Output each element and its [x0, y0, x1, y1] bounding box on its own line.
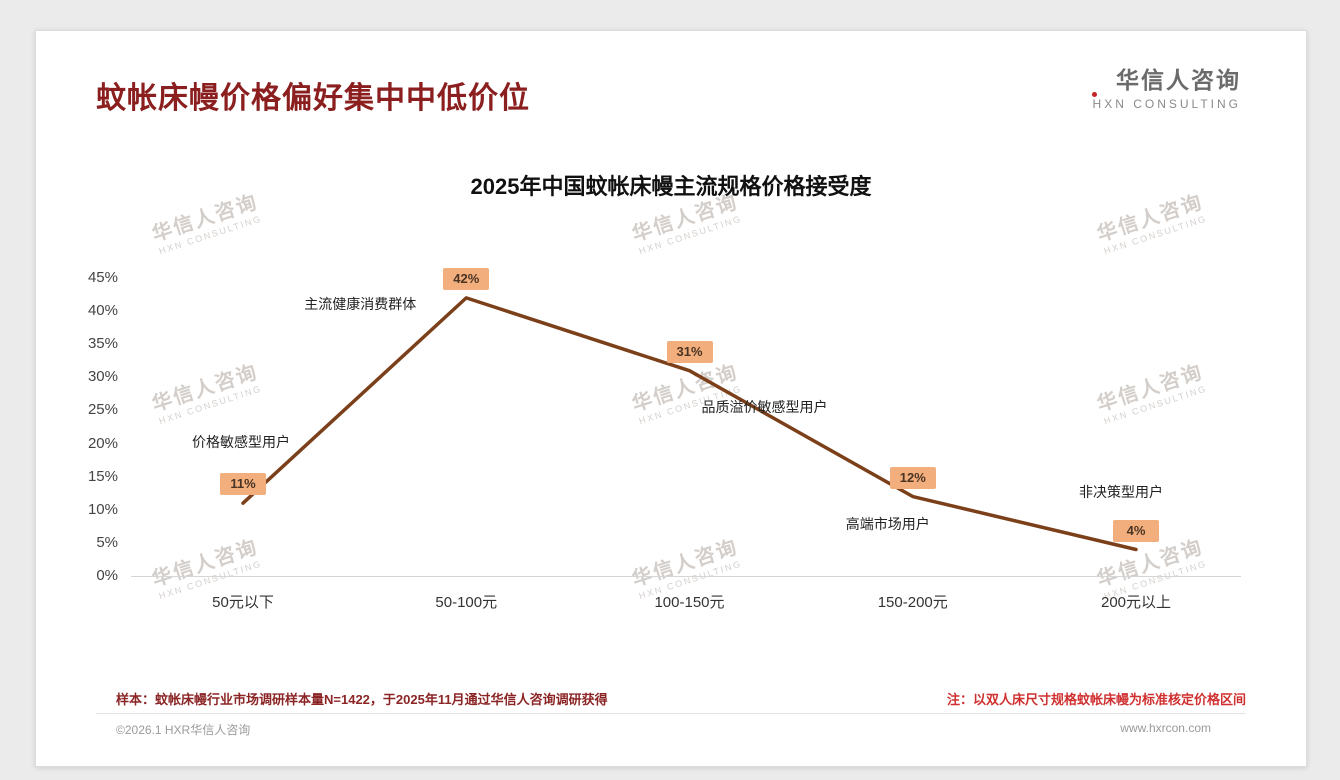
- logo-cn-text: 华信人咨询: [1116, 67, 1241, 93]
- y-tick-label: 20%: [87, 434, 118, 452]
- watermark-cn: 华信人咨询: [149, 361, 261, 417]
- data-label: 12%: [889, 466, 936, 489]
- watermark-cn: 华信人咨询: [149, 191, 261, 247]
- watermark-cn: 华信人咨询: [149, 536, 261, 592]
- watermark: 华信人咨询 HXN CONSULTING: [148, 185, 265, 256]
- watermark: 华信人咨询 HXN CONSULTING: [148, 355, 265, 426]
- annotation: 非决策型用户: [1079, 483, 1163, 500]
- x-category-label: 100-150元: [654, 594, 725, 611]
- pricing-note: 注：以双人床尺寸规格蚊帐床幔为标准核定价格区间: [946, 692, 1246, 707]
- y-tick-label: 0%: [96, 567, 118, 584]
- watermark-en: HXN CONSULTING: [1102, 213, 1209, 257]
- data-label: 4%: [1113, 519, 1159, 542]
- logo-en-text: HXN CONSULTING: [1091, 92, 1241, 111]
- data-label: 31%: [666, 340, 713, 363]
- footer-copyright: ©2026.1 HXR华信人咨询: [116, 723, 251, 737]
- watermark-cn: 华信人咨询: [1094, 361, 1206, 417]
- y-tick-label: 30%: [87, 368, 118, 386]
- company-logo: 华信人咨询 HXN CONSULTING: [1091, 61, 1241, 111]
- data-label: 42%: [443, 267, 490, 290]
- watermark-cn: 华信人咨询: [629, 191, 741, 247]
- y-tick-label: 40%: [87, 302, 118, 320]
- watermark-en: HXN CONSULTING: [157, 383, 264, 427]
- watermark: 华信人咨询 HXN CONSULTING: [1093, 355, 1210, 426]
- annotation: 价格敏感型用户: [192, 434, 290, 451]
- y-tick-label: 10%: [87, 500, 118, 518]
- y-tick-label: 25%: [87, 401, 118, 419]
- watermark-en: HXN CONSULTING: [157, 213, 264, 257]
- footer-divider: [96, 713, 1246, 714]
- page-title: 蚊帐床幔价格偏好集中中低价位: [96, 82, 530, 115]
- watermark-en: HXN CONSULTING: [1102, 383, 1209, 427]
- data-label: 11%: [220, 473, 266, 496]
- footer-website: www.hxrcon.com: [1120, 721, 1211, 735]
- x-category-label: 50元以下: [212, 594, 274, 611]
- y-tick-label: 45%: [87, 269, 118, 286]
- annotation: 品质溢价敏感型用户: [701, 398, 828, 415]
- x-category-label: 150-200元: [877, 594, 948, 611]
- logo-dot-icon: [1091, 92, 1097, 97]
- y-tick-label: 5%: [96, 533, 118, 551]
- annotation: 主流健康消费群体: [304, 295, 417, 312]
- x-category-label: 50-100元: [435, 594, 498, 611]
- x-category-label: 200元以上: [1100, 594, 1172, 611]
- annotation: 高端市场用户: [845, 515, 930, 532]
- watermark: 华信人咨询 HXN CONSULTING: [1093, 185, 1210, 256]
- slide-card: 蚊帐床幔价格偏好集中中低价位 华信人咨询 HXN CONSULTING 2025…: [35, 30, 1307, 767]
- logo-en-label: HXN CONSULTING: [1092, 97, 1241, 111]
- watermark: 华信人咨询 HXN CONSULTING: [628, 185, 745, 256]
- x-axis-baseline: [131, 576, 1241, 577]
- trend-line: [241, 296, 1138, 552]
- y-tick-label: 35%: [87, 335, 118, 353]
- chart-area: 华信人咨询 HXN CONSULTING 华信人咨询 HXN CONSULTING 华信…: [36, 31, 1306, 766]
- sample-note: 样本：蚊帐床幔行业市场调研样本量N=1422，于2025年11月通过华信人咨询调…: [116, 692, 608, 707]
- watermark-cn: 华信人咨询: [1094, 191, 1206, 247]
- watermark-en: HXN CONSULTING: [637, 213, 744, 257]
- chart-title: 2025年中国蚊帐床幔主流规格价格接受度: [470, 174, 872, 199]
- y-tick-label: 15%: [87, 467, 118, 485]
- watermark-cn: 华信人咨询: [629, 536, 741, 592]
